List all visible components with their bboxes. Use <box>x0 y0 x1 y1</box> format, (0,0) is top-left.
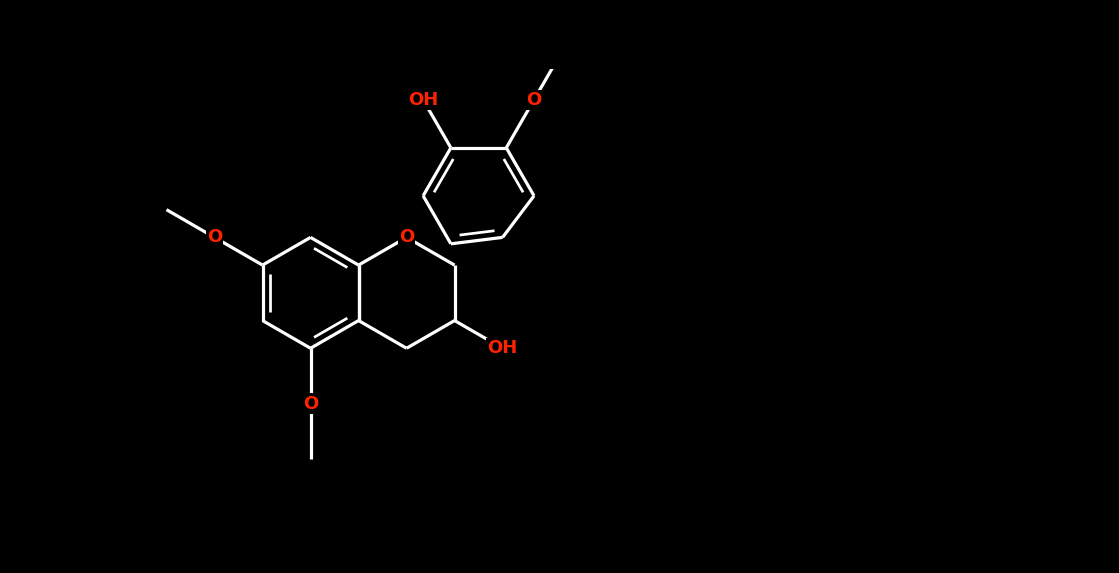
Text: O: O <box>399 229 414 246</box>
Text: OH: OH <box>488 339 518 358</box>
Text: O: O <box>526 91 542 109</box>
Text: O: O <box>303 395 318 413</box>
Text: O: O <box>207 229 223 246</box>
Text: OH: OH <box>408 91 439 109</box>
